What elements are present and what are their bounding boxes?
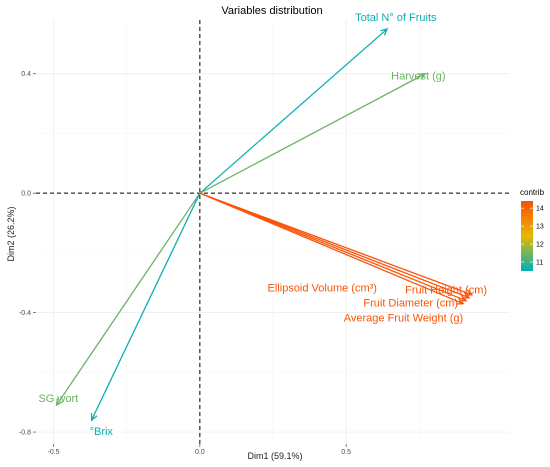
legend-tick-label: 12 [536,242,544,249]
y-axis-title: Dim2 (26.2%) [6,206,16,261]
variable-label: Fruit Diameter (cm) [363,298,458,310]
legend: contrib 11 12 13 14 [520,188,545,271]
arrow-shaft [199,73,426,194]
y-tick-label: 0.4 [21,71,31,78]
variable-arrow [55,192,201,407]
variable-arrow [90,192,201,422]
variable-label: Fruit Height (cm) [405,285,487,297]
legend-title: contrib [520,188,545,197]
x-tick-label: 0.0 [195,449,205,456]
axis-ticks: -0.5 0.0 0.5 0.4 0.0 -0.4 -0.8 [19,71,351,456]
variable-label: Total N° of Fruits [355,12,437,24]
variable-label: °Brix [90,426,114,438]
arrow-shaft [199,28,388,194]
legend-colorbar [521,201,533,271]
y-tick-label: -0.4 [19,310,31,317]
legend-tick-label: 11 [536,260,543,267]
variable-arrow [199,192,465,305]
chart-title: Variables distribution [221,5,322,17]
variable-labels: Total N° of Fruits Harvest (g) Ellipsoid V… [38,12,487,438]
legend-ticks: 11 12 13 14 [521,206,544,267]
arrow-head [55,398,63,407]
arrow-shaft [199,192,464,305]
variable-arrow [199,73,427,194]
variable-label: Average Fruit Weight (g) [344,313,463,325]
grid [36,20,510,444]
legend-tick-label: 14 [536,206,544,213]
variable-label: SG wort [38,393,78,405]
arrow-head [418,73,427,80]
y-tick-label: -0.8 [19,430,31,437]
variable-arrow [199,27,389,194]
variable-label: Harvest (g) [391,71,445,83]
variable-arrows [55,27,474,422]
arrow-head [380,27,389,36]
legend-tick-label: 13 [536,224,544,231]
x-axis-title: Dim1 (59.1%) [247,451,302,461]
x-tick-label: -0.5 [48,449,60,456]
variable-label: Ellipsoid Volume (cm³) [268,283,377,295]
arrow-head [456,297,465,305]
y-tick-label: 0.0 [21,191,31,198]
x-tick-label: 0.5 [341,449,351,456]
reference-lines [36,20,510,444]
arrow-shaft [91,192,201,421]
arrow-shaft [55,192,201,406]
arrow-head [90,413,98,422]
